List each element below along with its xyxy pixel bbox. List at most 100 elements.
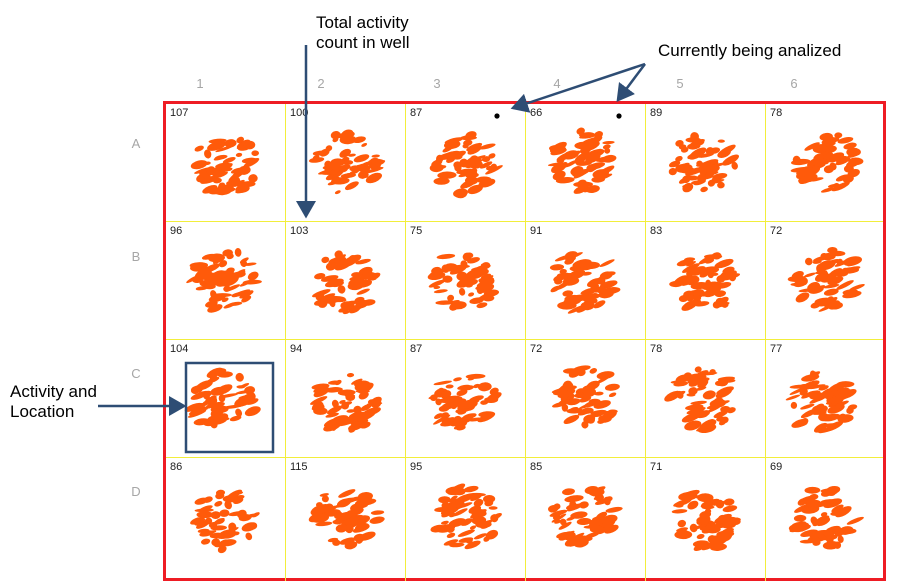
activity-speck [792,521,807,531]
activity-speck [589,148,602,155]
activity-speck [829,302,843,310]
well[interactable]: 71 [646,458,766,581]
activity-speck [847,260,862,267]
activity-count: 103 [290,225,309,237]
activity-speck [598,165,615,176]
activity-speck [818,412,829,422]
activity-pattern [787,246,865,312]
activity-speck [716,386,734,396]
activity-speck [816,264,826,274]
activity-speck [226,253,234,260]
well[interactable]: 85 [526,458,646,581]
activity-speck [709,369,716,375]
well[interactable]: 72 [766,222,883,340]
activity-speck [572,150,581,156]
activity-speck [835,174,850,182]
activity-speck [815,272,829,282]
well[interactable]: 72 [526,340,646,458]
activity-speck [846,158,862,168]
well[interactable]: 115 [286,458,406,581]
well[interactable]: 100 [286,104,406,222]
activity-speck [559,518,567,526]
well[interactable]: 83 [646,222,766,340]
activity-speck [429,163,444,173]
activity-speck [323,418,338,428]
activity-speck [473,533,487,540]
activity-speck [232,491,244,495]
well[interactable]: 66 [526,104,646,222]
well[interactable]: 86 [166,458,286,581]
well[interactable]: 87 [406,104,526,222]
activity-speck [576,161,592,166]
well[interactable]: 91 [526,222,646,340]
activity-speck [455,493,475,503]
activity-speck [707,535,717,544]
activity-speck [361,142,368,147]
activity-speck [245,532,253,541]
well[interactable]: 89 [646,104,766,222]
activity-speck [346,496,360,503]
activity-speck [601,154,617,163]
activity-speck [369,516,385,524]
activity-speck [348,255,356,261]
activity-speck [194,167,212,174]
well[interactable]: 94 [286,340,406,458]
activity-speck [483,536,490,542]
activity-speck [210,511,221,520]
well[interactable]: 78 [646,340,766,458]
activity-speck [694,366,702,373]
activity-speck [352,507,364,516]
activity-speck [444,137,463,144]
activity-speck [313,386,326,393]
well[interactable]: 104 [166,340,286,458]
activity-speck [241,295,252,303]
activity-speck [204,161,211,166]
activity-speck [705,258,715,264]
activity-pattern [547,127,617,194]
well-plate: 107 100 87 66 89 78 96 103 75 91 83 72 104 94 87 72 78 77… [163,101,886,581]
well[interactable]: 75 [406,222,526,340]
activity-speck [793,279,807,288]
activity-speck [462,252,472,262]
well[interactable]: 107 [166,104,286,222]
activity-speck [579,501,589,509]
well[interactable]: 87 [406,340,526,458]
activity-speck [469,508,487,514]
activity-speck [228,511,247,517]
activity-speck [687,500,699,510]
activity-speck [349,277,365,286]
activity-speck [823,288,839,296]
activity-speck [675,163,693,173]
well[interactable]: 95 [406,458,526,581]
activity-speck [346,409,356,413]
activity-speck [557,301,577,310]
well[interactable]: 96 [166,222,286,340]
well[interactable]: 77 [766,340,883,458]
activity-speck [823,391,834,400]
activity-speck [602,140,615,145]
well[interactable]: 103 [286,222,406,340]
activity-speck [218,183,226,191]
activity-speck [356,414,371,419]
activity-speck [594,391,604,396]
column-label: 3 [433,76,441,91]
activity-speck [682,263,700,273]
activity-speck [342,309,350,315]
activity-speck [701,541,718,551]
activity-speck [476,302,488,309]
activity-speck [791,418,809,428]
activity-speck [324,166,333,173]
activity-count: 83 [650,225,663,237]
activity-speck [804,166,821,178]
activity-speck [690,522,710,531]
activity-speck [809,493,819,500]
well[interactable]: 78 [766,104,883,222]
well[interactable]: 69 [766,458,883,581]
activity-speck [583,525,602,529]
activity-speck [437,387,445,393]
activity-speck [805,499,822,508]
activity-speck [842,289,859,296]
activity-speck [200,538,211,545]
activity-speck [789,386,807,395]
activity-speck [355,258,371,265]
